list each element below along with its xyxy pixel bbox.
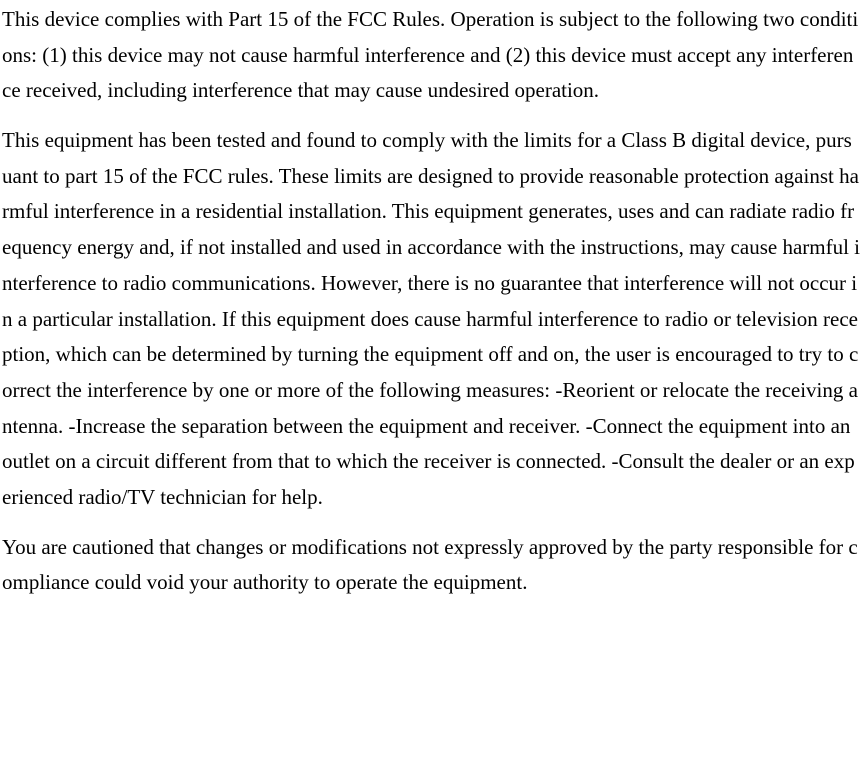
modifications-caution: You are cautioned that changes or modifi… (2, 530, 861, 601)
fcc-part15-statement: This device complies with Part 15 of the… (2, 2, 861, 109)
fcc-compliance-page: This device complies with Part 15 of the… (0, 0, 863, 773)
class-b-digital-device-statement: This equipment has been tested and found… (2, 123, 861, 516)
